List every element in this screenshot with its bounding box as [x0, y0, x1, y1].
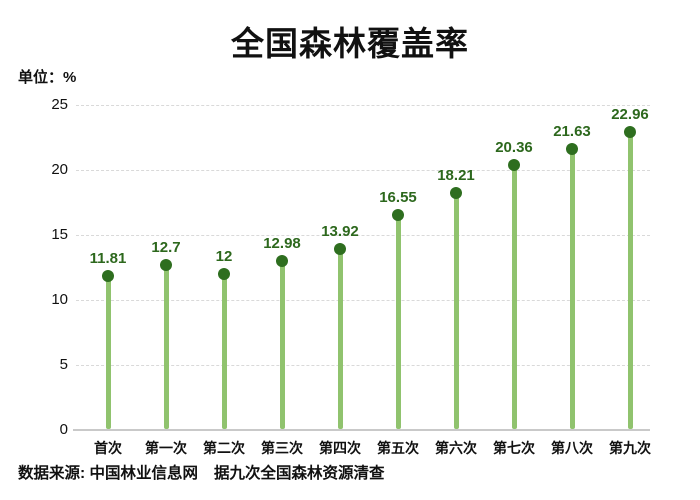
value-label: 12.98 [263, 235, 301, 253]
y-axis-tick-label: 15 [51, 226, 68, 243]
lollipop-dot [276, 255, 288, 268]
grid-line [76, 300, 650, 301]
lollipop-stem [163, 264, 169, 429]
x-axis-category-label: 第四次 [319, 440, 361, 456]
lollipop-dot [392, 208, 404, 221]
lollipop-stem [453, 193, 459, 429]
x-axis-category-label: 第三次 [261, 440, 303, 456]
value-label: 20.36 [495, 139, 533, 157]
grid-line [76, 170, 650, 171]
lollipop-stem [569, 148, 575, 429]
lollipop-stem [279, 261, 285, 429]
x-axis-line [73, 429, 650, 431]
y-axis-tick-label: 25 [51, 96, 68, 113]
x-axis-category-label: 第五次 [377, 440, 419, 456]
lollipop-dot [160, 258, 172, 271]
y-axis-tick-label: 20 [51, 161, 68, 178]
value-label: 11.81 [89, 250, 127, 268]
value-label: 12.7 [151, 238, 181, 256]
grid-line [76, 235, 650, 236]
lollipop-stem [627, 131, 633, 429]
lollipop-dot [508, 159, 520, 172]
unit-label: 单位：% [18, 69, 77, 86]
value-label: 13.92 [321, 223, 359, 241]
value-label: 21.63 [553, 122, 591, 140]
grid-line [76, 105, 650, 106]
lollipop-dot [102, 270, 114, 283]
data-source-text: 数据来源: 中国林业信息网 [18, 465, 198, 482]
x-axis-category-label: 第八次 [551, 440, 593, 456]
y-axis-tick-label: 5 [59, 356, 68, 373]
chart-title: 全国森林覆盖率 [231, 25, 469, 62]
lollipop-stem [511, 165, 517, 429]
lollipop-dot [334, 243, 346, 256]
value-label: 22.96 [611, 105, 649, 123]
x-axis-category-label: 第二次 [203, 440, 245, 456]
data-source-note: 据九次全国森林资源清查 [213, 465, 385, 482]
x-axis-category-label: 第六次 [435, 440, 477, 456]
lollipop-dot [624, 125, 636, 138]
value-label: 12 [215, 248, 233, 265]
lollipop-dot [450, 187, 462, 200]
grid-line [76, 365, 650, 366]
x-axis-category-label: 第七次 [493, 440, 535, 456]
lollipop-stem [105, 276, 111, 429]
x-axis-category-label: 第九次 [609, 440, 651, 456]
value-label: 18.21 [437, 167, 475, 185]
y-axis-tick-label: 10 [51, 291, 68, 308]
lollipop-dot [218, 268, 230, 280]
lollipop-stem [395, 214, 401, 429]
data-source: 数据来源: 中国林业信息网 据九次全国森林资源清查 [18, 461, 385, 483]
lollipop-stem [337, 249, 343, 429]
x-axis-category-label: 第一次 [145, 440, 187, 456]
value-label: 16.55 [379, 188, 417, 206]
x-axis-category-label: 首次 [94, 440, 122, 456]
lollipop-dot [566, 142, 578, 155]
lollipop-stem [221, 274, 227, 429]
y-axis-tick-label: 0 [59, 421, 68, 438]
